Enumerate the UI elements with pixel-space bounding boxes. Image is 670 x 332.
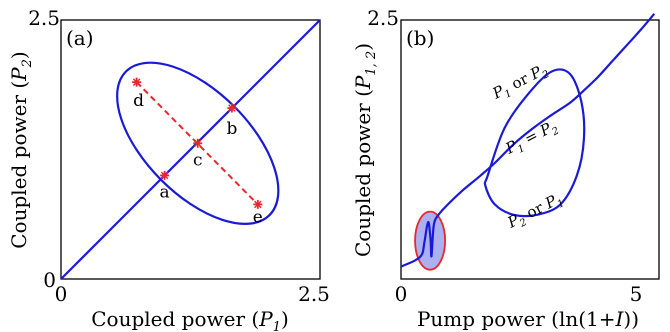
- panel-a-xtick-min: 0: [55, 282, 68, 306]
- point-label-c: c: [193, 150, 203, 170]
- panel-a-ylabel: Coupled power (P2): [7, 51, 35, 249]
- panel-b-frame: [400, 19, 660, 280]
- point-c: c: [193, 138, 203, 170]
- point-marker-d2: [228, 104, 236, 112]
- pump-curve: [400, 13, 656, 268]
- label-p2-or-p1: P2 or P1: [504, 189, 567, 235]
- diagonal-line: [60, 19, 321, 280]
- label-p1-or-p2: P1 or P2: [489, 60, 552, 106]
- dashed-segment: [135, 81, 259, 206]
- panel-a-label: (a): [66, 26, 94, 50]
- point-label-a: a: [160, 182, 170, 202]
- label-p1-equals-p2: P1 = P2: [502, 117, 561, 161]
- point-marker-d2: [193, 139, 202, 148]
- point-b: b: [226, 103, 237, 139]
- panel-a-ytick-max: 2.5: [28, 6, 60, 30]
- point-label-d: d: [133, 91, 144, 111]
- point-label-b: b: [226, 119, 237, 139]
- panel-b-ytick-max: 2.5: [367, 6, 399, 30]
- panel-b-xtick-max: 5: [630, 282, 643, 306]
- panel-a-frame: [60, 19, 321, 280]
- panel-a-xlabel: Coupled power (P1): [91, 307, 289, 332]
- panel-b: (b) 2.5 0 5 Pump power (ln(1+I)) Coupled…: [351, 6, 660, 331]
- panel-b-plot-area: [400, 13, 656, 271]
- panel-a: a b c d e (a) 2.5 0 0 2.5 Coupled power (P1)…: [7, 6, 330, 332]
- ellipse-curve: [116, 61, 280, 225]
- closed-loop-curve: [483, 68, 586, 218]
- panel-b-label: (b): [406, 26, 434, 50]
- point-label-e: e: [253, 207, 263, 227]
- point-e: e: [253, 199, 263, 227]
- point-a: a: [160, 170, 170, 202]
- panel-a-ytick-min: 0: [43, 268, 56, 292]
- panel-a-xtick-max: 2.5: [298, 282, 330, 306]
- point-marker-d2: [160, 171, 169, 180]
- panel-b-xtick-min: 0: [395, 282, 408, 306]
- panel-b-ylabel: Coupled power (P1, 2): [351, 43, 379, 257]
- panel-a-plot-area: a b c d e: [60, 19, 321, 280]
- point-marker-d2: [254, 200, 262, 209]
- panel-b-xlabel: Pump power (ln(1+I)): [417, 307, 639, 331]
- point-d: d: [132, 77, 144, 111]
- point-marker-d2: [132, 78, 141, 86]
